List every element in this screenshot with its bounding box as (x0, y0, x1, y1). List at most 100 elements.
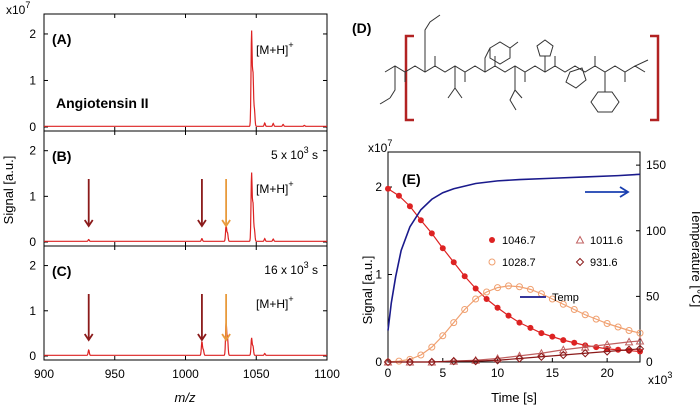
x-tick-label: 15 (546, 366, 560, 380)
data-point (515, 283, 523, 291)
peak-arrow-head (83, 333, 94, 342)
temp-line (387, 173, 641, 331)
y-tick-label: 0 (29, 235, 36, 249)
data-point (395, 357, 403, 365)
data-point (461, 306, 469, 313)
y-scale-label: x107 (6, 0, 30, 17)
peak-label: [M+H]+ (256, 294, 294, 311)
data-point (493, 356, 502, 365)
time-label: 5 x 103 s (271, 145, 318, 162)
data-point (505, 312, 512, 319)
x-tick-label: 0 (385, 366, 392, 380)
spectrum-line (44, 30, 327, 127)
spectrum-panel-1: 0 1 2 (B) [M+H]+ 5 x 103 s (29, 130, 328, 249)
data-point (602, 347, 612, 356)
legend-label: 1011.6 (590, 235, 623, 247)
data-point (417, 217, 424, 224)
data-point (636, 329, 644, 337)
data-point (559, 300, 567, 308)
data-point (581, 349, 590, 358)
panel-d-label: (D) (352, 20, 371, 36)
data-point (603, 320, 611, 327)
series-1028.7 (384, 282, 644, 366)
y-tick-label: 0 (29, 120, 36, 134)
legend-label: 1046.7 (502, 235, 536, 247)
y-tick-label: 2 (29, 259, 36, 273)
panel-e-frame (387, 151, 641, 363)
data-point (494, 284, 502, 292)
x-tick-label: 1050 (243, 367, 270, 381)
panel-label: (A) (52, 31, 71, 47)
y2-tick-label: 50 (646, 289, 660, 303)
data-point (405, 357, 415, 367)
y-tick-label: 1 (29, 73, 36, 87)
legend-marker (489, 237, 495, 243)
peak-arrow-head (221, 333, 231, 342)
data-point (615, 346, 622, 353)
panel-label: (B) (52, 148, 71, 164)
temp-axis-arrow-head (619, 186, 630, 198)
series-Temp (387, 173, 641, 331)
data-point (406, 203, 413, 210)
legend-label: 931.6 (590, 257, 618, 269)
spectra-panels: 0 1 2 (A) [M+H]+ Angiotensin II 0 1 2 (B) [M+H]+ 5 … (1, 0, 340, 405)
y2-axis-label: Temperature [°C] (689, 209, 700, 307)
data-point (635, 344, 645, 354)
y2-tick-label: 150 (646, 158, 666, 172)
x-tick-label: 5 (439, 366, 446, 380)
series-1046.7 (385, 185, 643, 355)
y-axis-label: Signal [a.u.] (1, 156, 16, 225)
x-axis-label: m/z (175, 390, 196, 405)
molecule-drawing (379, 14, 649, 113)
peak-label: [M+H]+ (256, 40, 294, 57)
data-point (383, 357, 393, 367)
x-tick-label: 20 (600, 366, 614, 380)
y-tick-label: 0 (375, 355, 382, 369)
y2-tick-label: 100 (646, 224, 666, 238)
data-point (625, 327, 633, 334)
peak-arrow-head (83, 219, 94, 228)
y-tick-label: 2 (375, 180, 382, 194)
data-point (624, 345, 634, 354)
x-tick-label: 950 (105, 367, 125, 381)
legend-marker (575, 257, 585, 267)
data-point (472, 295, 480, 303)
y-tick-label: 1 (29, 189, 36, 203)
fit-line (387, 285, 641, 363)
data-point (637, 348, 643, 355)
inline-title: Angiotensin II (56, 95, 149, 111)
panel-d-structure: (D) (352, 14, 660, 122)
legend-label: 1028.7 (502, 257, 536, 269)
data-point (548, 295, 556, 303)
data-point (450, 319, 458, 327)
spectrum-panel-0: 0 1 2 (A) [M+H]+ Angiotensin II (29, 13, 328, 134)
y-tick-label: 2 (29, 144, 36, 158)
y-tick-label: 0 (29, 349, 36, 363)
data-point (526, 285, 534, 293)
data-point (417, 351, 425, 359)
x-scale-label: x103 (648, 370, 672, 387)
data-point (624, 337, 634, 346)
data-point (428, 343, 436, 351)
data-point (427, 357, 437, 367)
peak-arrow-head (197, 219, 207, 228)
data-point (581, 311, 589, 319)
data-point (494, 304, 501, 311)
data-point (472, 285, 479, 292)
left-bracket (404, 34, 414, 122)
data-point (515, 354, 524, 363)
spectrum-panel-2: 0 1 2 (C) [M+H]+ 16 x 103 s (29, 245, 328, 363)
data-point (385, 185, 391, 192)
fit-line (387, 188, 641, 353)
data-point (449, 356, 458, 366)
data-point (428, 230, 435, 237)
data-point (505, 282, 513, 290)
data-point (439, 245, 446, 252)
y-axis-label: Signal [a.u.] (360, 256, 375, 325)
legend-marker (488, 258, 496, 266)
x-tick-label: 10 (491, 366, 505, 380)
spectrum-line (44, 172, 327, 242)
data-point (559, 350, 568, 360)
